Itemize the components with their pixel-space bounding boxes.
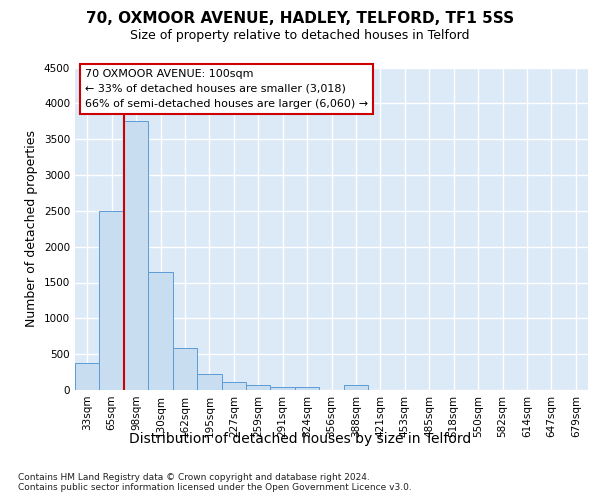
Bar [295,387,319,390]
Text: 70, OXMOOR AVENUE, HADLEY, TELFORD, TF1 5SS: 70, OXMOOR AVENUE, HADLEY, TELFORD, TF1 … [86,11,514,26]
Bar [197,374,221,390]
Text: Size of property relative to detached houses in Telford: Size of property relative to detached ho… [130,29,470,42]
Bar [246,386,271,390]
Bar [344,386,368,390]
Text: 70 OXMOOR AVENUE: 100sqm
← 33% of detached houses are smaller (3,018)
66% of sem: 70 OXMOOR AVENUE: 100sqm ← 33% of detach… [85,69,368,108]
Bar [221,382,246,390]
Text: Distribution of detached houses by size in Telford: Distribution of detached houses by size … [129,432,471,446]
Y-axis label: Number of detached properties: Number of detached properties [25,130,38,327]
Bar [271,387,295,390]
Text: Contains HM Land Registry data © Crown copyright and database right 2024.
Contai: Contains HM Land Registry data © Crown c… [18,472,412,492]
Bar [173,348,197,390]
Bar [124,121,148,390]
Bar [100,211,124,390]
Bar [75,364,100,390]
Bar [148,272,173,390]
